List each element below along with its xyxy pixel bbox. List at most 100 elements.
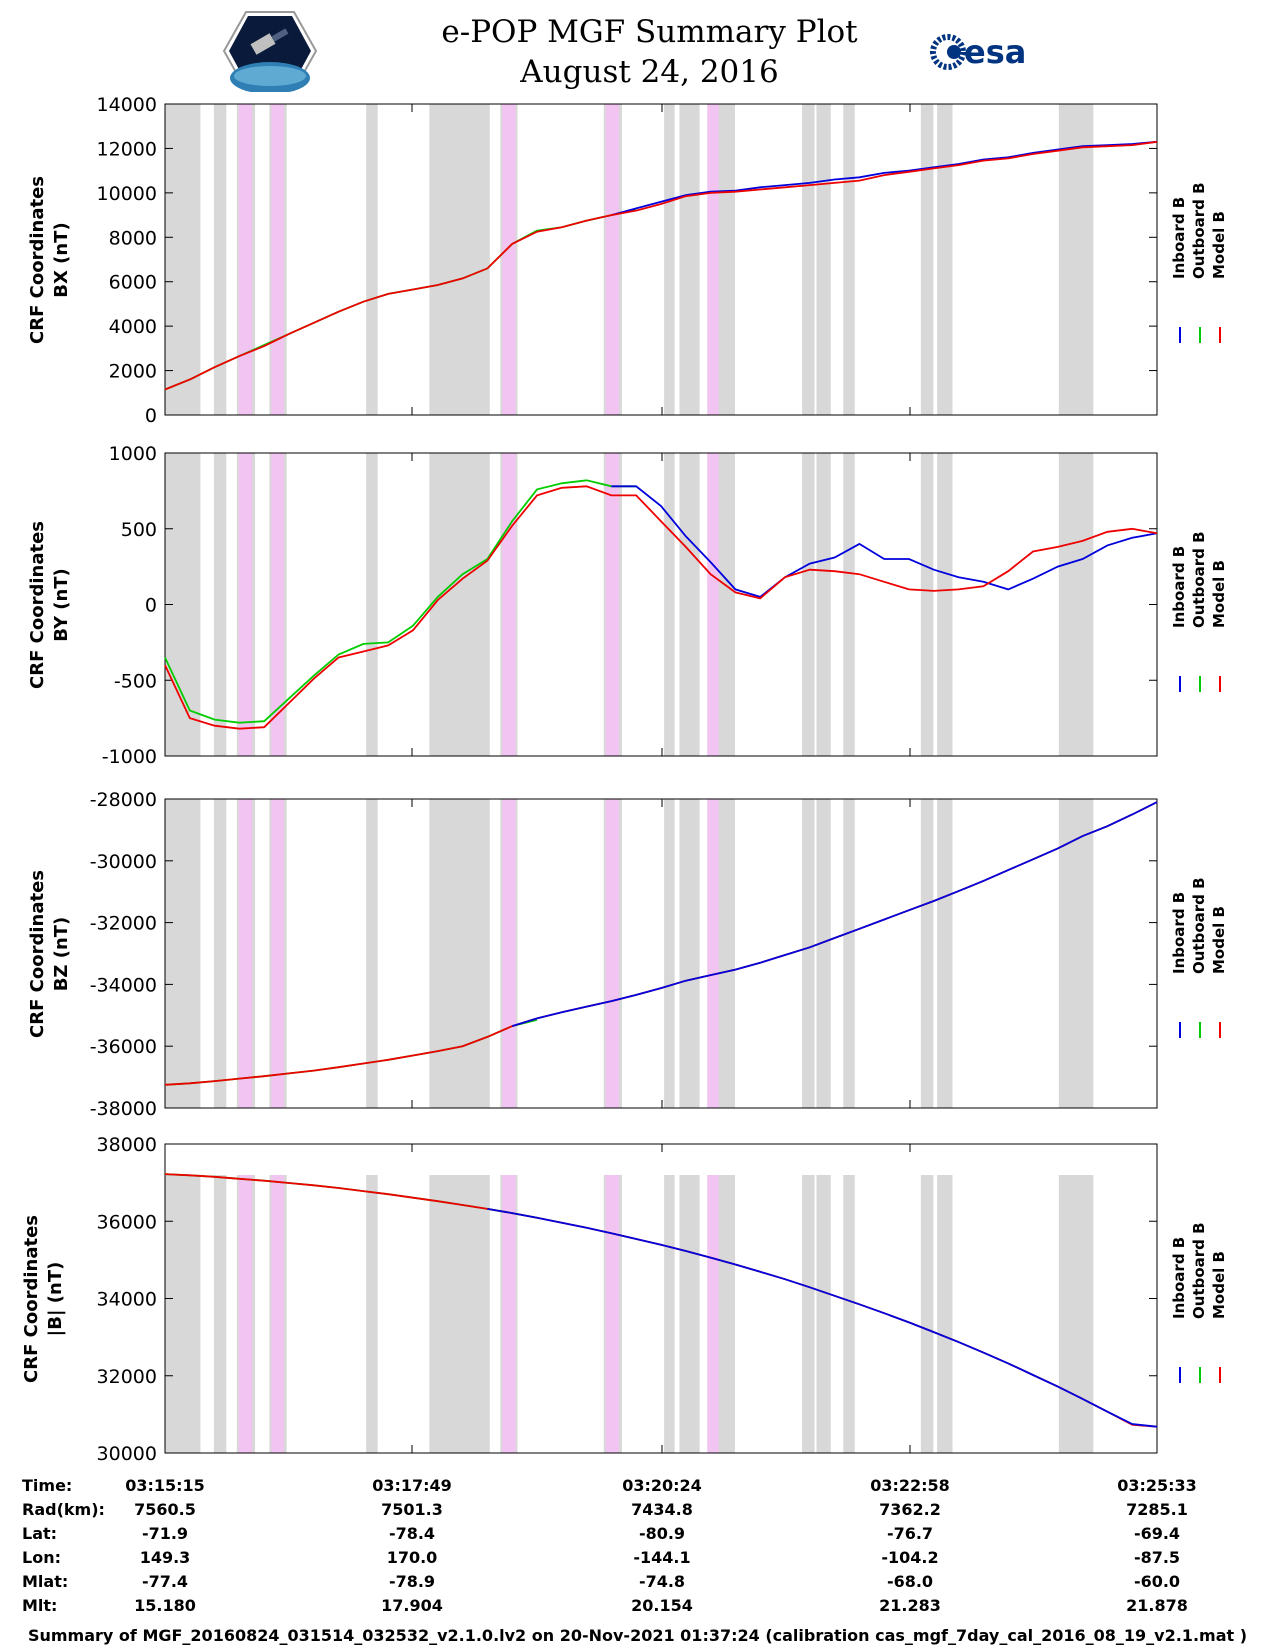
gray-band xyxy=(937,453,953,756)
table-cell: 03:15:15 xyxy=(125,1476,205,1495)
table-cell: -68.0 xyxy=(886,1572,934,1591)
y-tick-label: 1000 xyxy=(109,443,157,465)
y-tick-label: -30000 xyxy=(90,851,157,873)
table-cell: 15.180 xyxy=(134,1596,196,1615)
table-cell: -87.5 xyxy=(1133,1548,1181,1567)
y-tick-label: 36000 xyxy=(97,1211,157,1233)
legend-label: Model B xyxy=(1210,1251,1228,1319)
y-tick-label: -36000 xyxy=(90,1036,157,1058)
y-axis-label-line2: |B| (nT) xyxy=(45,1261,66,1336)
gray-band xyxy=(816,104,831,415)
gray-band xyxy=(679,453,700,756)
gray-band xyxy=(664,453,675,756)
gray-band xyxy=(1058,453,1094,756)
gray-band xyxy=(937,104,953,415)
axes-box xyxy=(164,798,1158,1109)
y-axis-label-line2: BX (nT) xyxy=(51,221,72,298)
y-axis-label: CRF Coordinates BY (nT) xyxy=(26,455,74,755)
table-cell: -144.1 xyxy=(633,1548,691,1567)
pink-band xyxy=(502,1175,516,1453)
pink-band xyxy=(271,799,284,1108)
table-row-label: Mlat: xyxy=(22,1572,69,1591)
gray-band xyxy=(937,799,953,1108)
table-cell: 17.904 xyxy=(381,1596,443,1615)
y-tick-label: 2000 xyxy=(109,361,157,383)
gray-band xyxy=(920,1175,934,1453)
table-row-label: Lon: xyxy=(22,1548,61,1567)
gray-band xyxy=(429,1175,490,1453)
legend-label: Model B xyxy=(1210,560,1228,628)
gray-band xyxy=(679,799,700,1108)
table-cell: -74.8 xyxy=(638,1572,686,1591)
pink-band xyxy=(707,799,719,1108)
legend-label: Outboard B xyxy=(1190,182,1208,279)
page-date: August 24, 2016 xyxy=(520,54,779,90)
pink-band xyxy=(605,1175,620,1453)
gray-band xyxy=(816,1175,831,1453)
y-tick-label: 38000 xyxy=(97,1134,157,1156)
series-model-b xyxy=(164,140,1158,391)
table-cell: 21.878 xyxy=(1126,1596,1188,1615)
table-cell: -76.7 xyxy=(886,1524,934,1543)
gray-band xyxy=(802,104,815,415)
gray-band xyxy=(664,1175,675,1453)
gray-band xyxy=(1058,799,1094,1108)
esa-logo: esa xyxy=(930,33,1026,71)
pink-band xyxy=(238,1175,253,1453)
y-tick-label: -32000 xyxy=(90,913,157,935)
table-cell: 149.3 xyxy=(139,1548,191,1567)
page-title: e-POP MGF Summary Plot xyxy=(441,14,858,50)
y-axis-label-line2: BZ (nT) xyxy=(51,916,72,991)
table-cell: 170.0 xyxy=(386,1548,438,1567)
y-axis-label-line1: CRF Coordinates xyxy=(27,175,48,344)
gray-band xyxy=(366,1175,378,1453)
pink-band xyxy=(238,453,253,756)
series-model-b xyxy=(164,485,1158,730)
gray-band xyxy=(366,453,378,756)
y-tick-label: 12000 xyxy=(97,138,157,160)
gray-band xyxy=(679,1175,700,1453)
pink-band xyxy=(502,799,516,1108)
series-inboard-b xyxy=(611,140,1158,216)
y-axis-label-line1: CRF Coordinates xyxy=(27,869,48,1038)
gray-band xyxy=(937,1175,953,1453)
panel-4: 30000 32000 34000 36000 38000 xyxy=(97,1134,1221,1465)
y-tick-label: 30000 xyxy=(97,1443,157,1465)
table-cell: 21.283 xyxy=(879,1596,941,1615)
legend-label: Model B xyxy=(1210,906,1228,974)
gray-band xyxy=(843,799,855,1108)
y-tick-label: 6000 xyxy=(109,272,157,294)
pink-band xyxy=(238,799,253,1108)
pink-band xyxy=(502,104,516,415)
gray-band xyxy=(213,453,227,756)
axes-box xyxy=(164,103,1158,416)
y-axis-label-line2: BY (nT) xyxy=(51,567,72,642)
gray-band xyxy=(843,1175,855,1453)
pink-band xyxy=(707,1175,719,1453)
table-row-label: Time: xyxy=(22,1476,73,1495)
y-tick-label: -38000 xyxy=(90,1098,157,1120)
gray-band xyxy=(165,799,201,1108)
gray-band xyxy=(366,104,378,415)
table-cell: -60.0 xyxy=(1133,1572,1181,1591)
gray-band xyxy=(213,799,227,1108)
gray-band xyxy=(816,799,831,1108)
pink-band xyxy=(605,104,620,415)
y-tick-label: 4000 xyxy=(109,316,157,338)
series-outboard-b xyxy=(164,208,637,391)
panel-1: 0 2000 4000 6000 8000 10000 12000 14000 xyxy=(97,94,1221,427)
legend-label: Inboard B xyxy=(1170,196,1188,279)
pink-band xyxy=(271,453,284,756)
y-axis-label: CRF Coordinates BX (nT) xyxy=(26,110,74,410)
table-row-label: Rad(km): xyxy=(22,1500,105,1519)
gray-band xyxy=(920,104,934,415)
y-tick-label: -500 xyxy=(114,670,157,692)
pink-band xyxy=(707,104,719,415)
pink-band xyxy=(271,104,284,415)
gray-band xyxy=(816,453,831,756)
table-cell: -78.9 xyxy=(388,1572,436,1591)
series-model-b xyxy=(164,1173,1158,1428)
y-axis-label: CRF Coordinates |B| (nT) xyxy=(20,1149,68,1449)
y-tick-label: 500 xyxy=(121,519,157,541)
table-cell: 03:20:24 xyxy=(622,1476,702,1495)
